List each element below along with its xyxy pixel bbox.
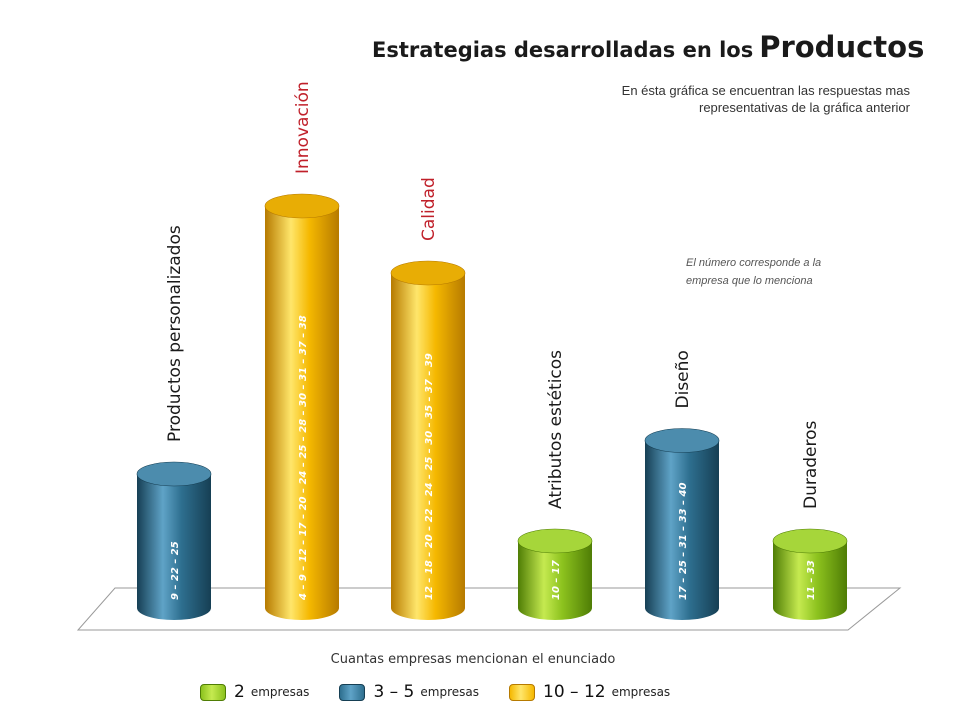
bar-innovacion [265, 206, 339, 620]
bar-value-label-diseno: 17 – 25 – 31 – 33 – 40 [678, 483, 689, 600]
legend-label-3-5: 3 – 5 [373, 682, 415, 702]
chart-note-line2: empresa que lo menciona [686, 275, 813, 287]
bar-value-label-productos-personalizados: 9 – 22 – 25 [170, 541, 181, 600]
bars-group: 9 – 22 – 25 4 – 9 – 12 – 17 – 20 – 24 – 2… [136, 193, 848, 620]
legend-suffix-10-12: empresas [611, 685, 671, 699]
bar-value-label-duraderos: 11 – 33 [806, 560, 817, 600]
legend-item-2: 2 empresas [200, 682, 309, 702]
bar-value-label-atributos-esteticos: 10 – 17 [551, 560, 562, 600]
legend: 2 empresas 3 – 5 empresas 10 – 12 empres… [200, 682, 700, 702]
legend-label-10-12: 10 – 12 [543, 682, 606, 702]
legend-suffix-2: empresas [250, 685, 310, 699]
bar-top-atributos-esteticos [517, 528, 593, 554]
bar-atributos-esteticos [518, 541, 592, 620]
chart-title: Estrategias desarrolladas en los Producto… [372, 30, 924, 64]
bar-productos-personalizados [137, 474, 211, 620]
legend-item-3-5: 3 – 5 empresas [339, 682, 479, 702]
category-label-calidad: Calidad [419, 177, 439, 241]
chart-title-part1: Estrategias desarrolladas en los [372, 38, 754, 62]
bar-value-label-innovacion: 4 – 9 – 12 – 17 – 20 – 24 – 25 – 28 – 30… [298, 315, 309, 601]
chart-title-part2: Productos [759, 30, 925, 64]
chart-subtitle: En ésta gráfica se encuentran las respue… [530, 82, 910, 116]
bar-value-label-calidad: 12 – 18 – 20 – 22 – 24 – 25 – 30 – 35 – … [424, 353, 435, 600]
category-labels-group: Productos personalizados Innovación Calida… [165, 81, 821, 509]
bar-top-productos-personalizados [136, 461, 212, 487]
bar-top-calidad [390, 260, 466, 286]
bar-top-duraderos [772, 528, 848, 554]
x-axis-label: Cuantas empresas mencionan el enunciado [330, 652, 616, 667]
category-label-atributos-esteticos: Atributos estéticos [546, 350, 566, 509]
category-label-duraderos: Duraderos [801, 420, 821, 509]
category-label-diseno: Diseño [673, 350, 693, 408]
category-label-innovacion: Innovación [293, 81, 313, 174]
chart-note-line1: El número corresponde a la [686, 257, 822, 269]
chart-subtitle-line2: representativas de la gráfica anterior [698, 100, 910, 115]
chart-subtitle-line1: En ésta gráfica se encuentran las respue… [621, 83, 910, 98]
legend-swatch-2 [200, 683, 226, 701]
chart-note: El número corresponde a la empresa que l… [686, 254, 886, 290]
legend-swatch-10-12 [509, 683, 535, 701]
legend-label-2: 2 [234, 682, 245, 702]
bar-top-diseno [644, 428, 720, 453]
bar-duraderos [773, 541, 847, 620]
legend-item-10-12: 10 – 12 empresas [509, 682, 670, 702]
legend-suffix-3-5: empresas [420, 685, 479, 699]
legend-swatch-3-5 [339, 683, 366, 701]
bar-calidad [391, 273, 465, 620]
bar-diseno [645, 440, 719, 620]
category-label-productos-personalizados: Productos personalizados [165, 225, 185, 442]
bar-top-innovacion [264, 193, 340, 219]
